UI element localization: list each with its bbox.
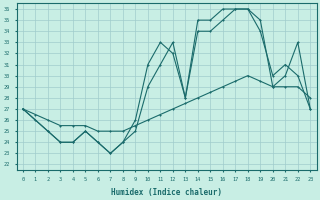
X-axis label: Humidex (Indice chaleur): Humidex (Indice chaleur): [111, 188, 222, 197]
